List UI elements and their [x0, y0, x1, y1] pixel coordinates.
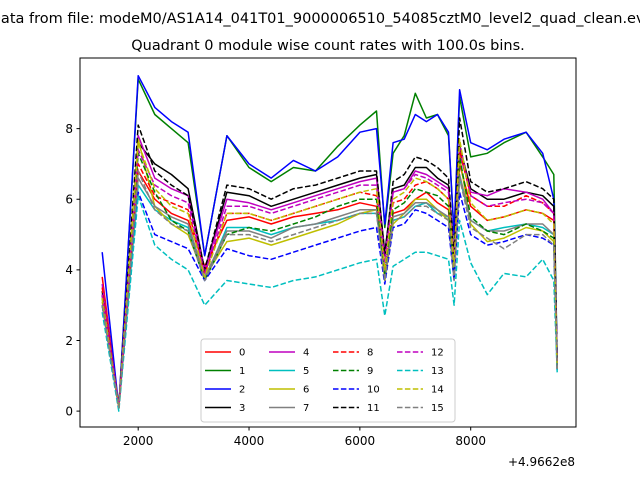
- series-line-14: [101, 138, 558, 409]
- y-tick-label: 4: [65, 263, 73, 277]
- legend-label-15: 15: [431, 403, 444, 414]
- legend-label-10: 10: [367, 385, 380, 396]
- series-line-1: [101, 78, 558, 409]
- legend-label-1: 1: [239, 366, 245, 377]
- series-layer: [101, 74, 558, 412]
- series-line-13: [101, 194, 558, 412]
- legend-label-12: 12: [431, 348, 444, 359]
- x-tick-label: 6000: [345, 434, 376, 448]
- plot-frame: [79, 57, 577, 428]
- figure-suptitle: Data from file: modeM0/AS1A14_041T01_900…: [0, 11, 640, 27]
- x-tick-label: 2000: [123, 434, 154, 448]
- chart-title: Quadrant 0 module wise count rates with …: [131, 38, 525, 54]
- series-line-2: [101, 74, 558, 409]
- legend-label-2: 2: [239, 385, 245, 396]
- x-tick-label: 4000: [234, 434, 265, 448]
- legend-label-11: 11: [367, 403, 380, 414]
- legend-label-0: 0: [239, 348, 245, 359]
- legend-label-14: 14: [431, 385, 444, 396]
- legend-label-4: 4: [303, 348, 309, 359]
- legend-label-3: 3: [239, 403, 245, 414]
- legend-label-9: 9: [367, 366, 373, 377]
- legend-label-5: 5: [303, 366, 309, 377]
- legend-label-6: 6: [303, 385, 309, 396]
- axes-layer: 2000 4000 6000 8000 0 2 4 6 8: [65, 122, 486, 448]
- y-tick-label: 6: [65, 193, 73, 207]
- series-line-15: [101, 170, 558, 409]
- legend-label-13: 13: [431, 366, 444, 377]
- legend-label-7: 7: [303, 403, 309, 414]
- x-tick-label: 8000: [455, 434, 486, 448]
- series-line-10: [101, 191, 558, 409]
- y-tick-label: 0: [65, 404, 73, 418]
- legend-label-8: 8: [367, 348, 373, 359]
- y-tick-label: 2: [65, 334, 73, 348]
- x-offset-label: +4.9662e8: [508, 455, 575, 469]
- y-tick-label: 8: [65, 122, 73, 136]
- legend-box: [200, 338, 456, 423]
- series-line-11: [101, 117, 558, 409]
